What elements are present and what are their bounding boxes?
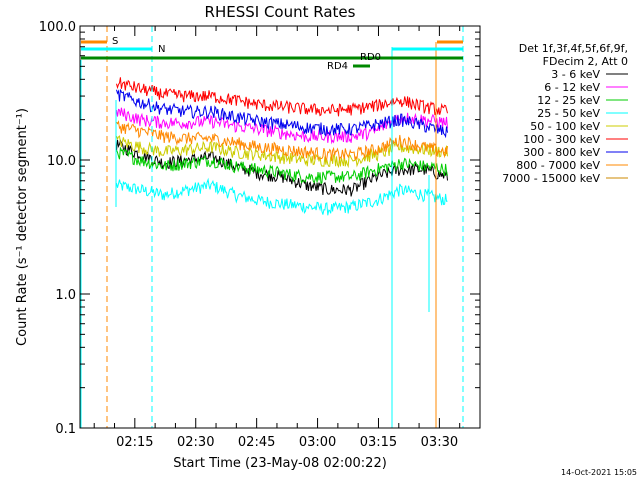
y-tick-label: 1.0 — [55, 288, 76, 303]
legend-label: 6 - 12 keV — [544, 81, 600, 94]
y-axis: 0.1 1.0 10.0 100.0 — [39, 20, 480, 437]
y-tick-label: 0.1 — [55, 422, 76, 437]
x-axis: 02:15 02:30 02:45 03:00 03:15 03:30 — [93, 26, 461, 450]
annotation-overlays: S N RD0 RD4 — [80, 26, 464, 428]
y-axis-label: Count Rate (s⁻¹ detector segment⁻¹) — [15, 108, 30, 346]
legend-label: 25 - 50 keV — [537, 107, 600, 120]
y-tick-label: 100.0 — [39, 20, 76, 35]
legend-label: 100 - 300 keV — [523, 133, 600, 146]
legend-label: 800 - 7000 keV — [516, 159, 600, 172]
saa-label: S — [112, 36, 118, 47]
series-traces — [115, 77, 448, 312]
legend-label: 12 - 25 keV — [537, 94, 600, 107]
legend-header-line1: Det 1f,3f,4f,5f,6f,9f, — [519, 42, 628, 55]
x-tick-label: 03:30 — [421, 435, 458, 450]
timestamp: 14-Oct-2021 15:05 — [561, 468, 637, 477]
night-label: N — [158, 44, 165, 55]
x-axis-label: Start Time (23-May-08 02:00:22) — [173, 456, 387, 471]
rd0-label: RD0 — [360, 52, 381, 63]
legend-label: 7000 - 15000 keV — [502, 172, 600, 185]
legend-header-line2: FDecim 2, Att 0 — [543, 55, 628, 68]
plot-frame — [79, 25, 481, 429]
x-tick-label: 02:15 — [116, 435, 153, 450]
x-tick-label: 02:45 — [238, 435, 275, 450]
legend-label: 50 - 100 keV — [530, 120, 600, 133]
legend-label: 300 - 800 keV — [523, 146, 600, 159]
legend: Det 1f,3f,4f,5f,6f,9f,FDecim 2, Att 03 -… — [502, 42, 628, 185]
y-tick-label: 10.0 — [47, 154, 76, 169]
chart-title: RHESSI Count Rates — [205, 3, 356, 21]
legend-label: 3 - 6 keV — [551, 68, 600, 81]
x-tick-label: 03:00 — [299, 435, 336, 450]
x-tick-label: 03:15 — [360, 435, 397, 450]
x-tick-label: 02:30 — [177, 435, 214, 450]
rd4-label: RD4 — [327, 61, 348, 72]
